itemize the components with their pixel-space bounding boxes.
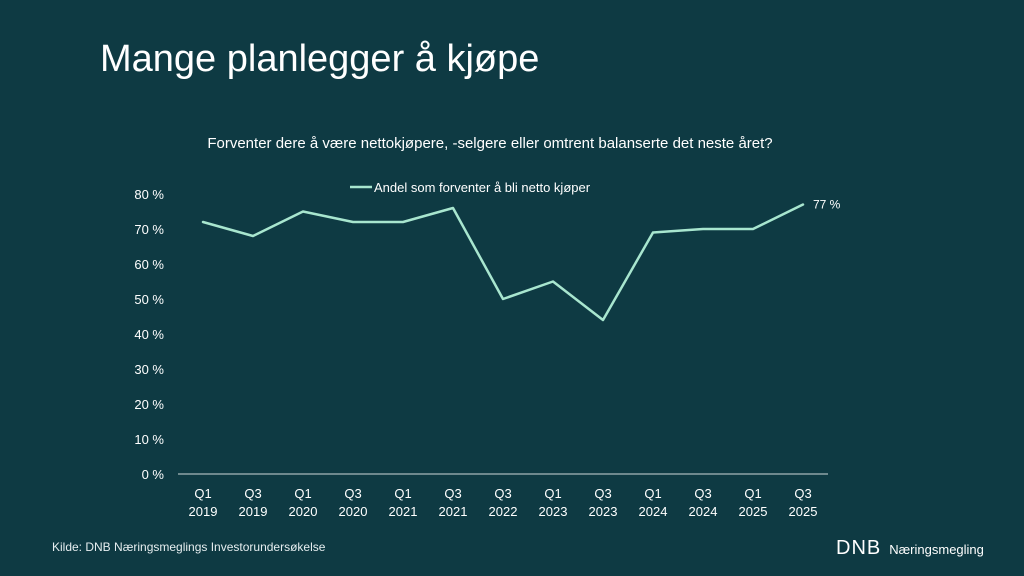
x-tick-label-year: 2019 (239, 504, 268, 519)
x-tick-label-quarter: Q1 (394, 486, 411, 501)
y-tick-label: 10 % (134, 432, 164, 447)
data-label-last: 77 % (813, 198, 841, 212)
x-tick-label-quarter: Q3 (494, 486, 511, 501)
x-tick-label-quarter: Q3 (344, 486, 361, 501)
x-tick-label-year: 2021 (439, 504, 468, 519)
x-tick-label-quarter: Q3 (694, 486, 711, 501)
x-tick-label-year: 2020 (289, 504, 318, 519)
x-tick-label-year: 2020 (339, 504, 368, 519)
x-tick-label-year: 2023 (589, 504, 618, 519)
x-tick-label-quarter: Q3 (794, 486, 811, 501)
source-note: Kilde: DNB Næringsmeglings Investorunder… (52, 540, 326, 554)
x-tick-label-year: 2024 (639, 504, 668, 519)
y-tick-label: 60 % (134, 257, 164, 272)
x-tick-label-year: 2024 (689, 504, 718, 519)
chart-title: Forventer dere å være nettokjøpere, -sel… (207, 135, 773, 152)
x-tick-label-year: 2025 (739, 504, 768, 519)
y-tick-label: 80 % (134, 187, 164, 202)
dnb-logo: DNB Næringsmegling (836, 537, 984, 560)
x-tick-label-quarter: Q1 (644, 486, 661, 501)
y-tick-label: 20 % (134, 397, 164, 412)
y-tick-label: 30 % (134, 362, 164, 377)
legend-label: Andel som forventer å bli netto kjøper (374, 180, 591, 195)
logo-text: Næringsmegling (889, 542, 984, 557)
x-tick-label-year: 2023 (539, 504, 568, 519)
y-tick-label: 50 % (134, 292, 164, 307)
page-title: Mange planlegger å kjøpe (100, 38, 540, 80)
x-tick-label-quarter: Q3 (444, 486, 461, 501)
x-tick-label-quarter: Q1 (194, 486, 211, 501)
x-tick-label-year: 2025 (789, 504, 818, 519)
x-tick-label-quarter: Q1 (544, 486, 561, 501)
y-tick-label: 70 % (134, 222, 164, 237)
x-tick-label-quarter: Q3 (594, 486, 611, 501)
logo-mark: DNB (836, 537, 882, 559)
x-tick-label-quarter: Q1 (744, 486, 761, 501)
series-line (201, 203, 805, 322)
y-tick-label: 40 % (134, 327, 164, 342)
x-tick-label-year: 2022 (489, 504, 518, 519)
x-tick-label-year: 2021 (389, 504, 418, 519)
x-tick-label-year: 2019 (189, 504, 218, 519)
x-tick-label-quarter: Q1 (294, 486, 311, 501)
x-tick-label-quarter: Q3 (244, 486, 261, 501)
y-tick-label: 0 % (142, 467, 165, 482)
